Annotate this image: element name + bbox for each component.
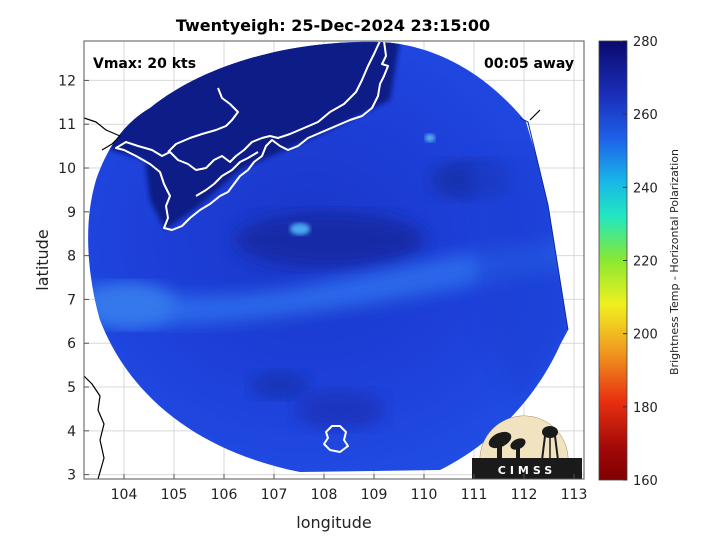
colorbar-label: Brightness Temp - Horizontal Polarizatio… <box>668 149 681 375</box>
y-axis-label: latitude <box>33 229 52 290</box>
y-tick-label: 12 <box>58 73 76 89</box>
y-axis-ticks: 3 4 5 6 7 8 9 10 11 12 <box>58 73 89 484</box>
coastline-outside-swath <box>84 109 541 479</box>
colorbar-tick-label: 280 <box>633 35 658 50</box>
colorbar-tick-label: 160 <box>633 474 658 489</box>
y-tick-label: 7 <box>67 292 76 308</box>
y-tick-label: 6 <box>67 336 76 352</box>
x-axis-label: longitude <box>296 513 371 532</box>
colorbar-tick-label: 200 <box>633 328 658 343</box>
y-tick-label: 5 <box>67 380 76 396</box>
x-tick-label: 113 <box>561 487 588 503</box>
colorbar-tick-label: 260 <box>633 108 658 123</box>
y-tick-label: 11 <box>58 117 76 133</box>
coastline-island-small <box>323 425 349 453</box>
x-tick-label: 112 <box>511 487 538 503</box>
colorbar-tick-label: 220 <box>633 255 658 270</box>
x-tick-label: 105 <box>161 487 188 503</box>
colorbar-gradient <box>598 40 628 481</box>
coastlines <box>84 41 541 479</box>
colorbar-tick-label: 240 <box>633 181 658 196</box>
y-tick-label: 10 <box>58 161 76 177</box>
x-tick-label: 106 <box>211 487 238 503</box>
x-axis-ticks: 104 105 106 107 108 109 110 111 112 113 <box>111 474 588 503</box>
coastline-mainland <box>115 41 389 231</box>
time-offset-label: 00:05 away <box>484 56 574 72</box>
x-tick-label: 109 <box>361 487 388 503</box>
x-tick-label: 104 <box>111 487 138 503</box>
warm-spot-northeast <box>425 134 435 142</box>
cimss-logo-text: CIMSS <box>498 464 556 477</box>
y-tick-label: 4 <box>67 424 76 440</box>
x-tick-label: 107 <box>261 487 288 503</box>
warm-spot-center <box>290 223 310 235</box>
y-tick-label: 8 <box>67 249 76 265</box>
y-tick-label: 9 <box>67 205 76 221</box>
y-tick-label: 3 <box>67 468 76 484</box>
plot-frame <box>83 40 585 480</box>
x-tick-label: 110 <box>411 487 438 503</box>
map-title: Twentyeigh: 25-Dec-2024 23:15:00 <box>176 16 490 35</box>
colorbar: 280 260 240 220 200 180 160 Brightness Temp - … <box>598 35 681 489</box>
vmax-label: Vmax: 20 kts <box>93 56 196 72</box>
colorbar-tick-label: 180 <box>633 401 658 416</box>
colorbar-ticks: 280 260 240 220 200 180 160 <box>623 35 658 489</box>
x-tick-label: 108 <box>311 487 338 503</box>
cimss-logo: CIMSS <box>472 415 582 479</box>
x-tick-label: 111 <box>461 487 488 503</box>
coastline-gulf <box>167 87 259 197</box>
